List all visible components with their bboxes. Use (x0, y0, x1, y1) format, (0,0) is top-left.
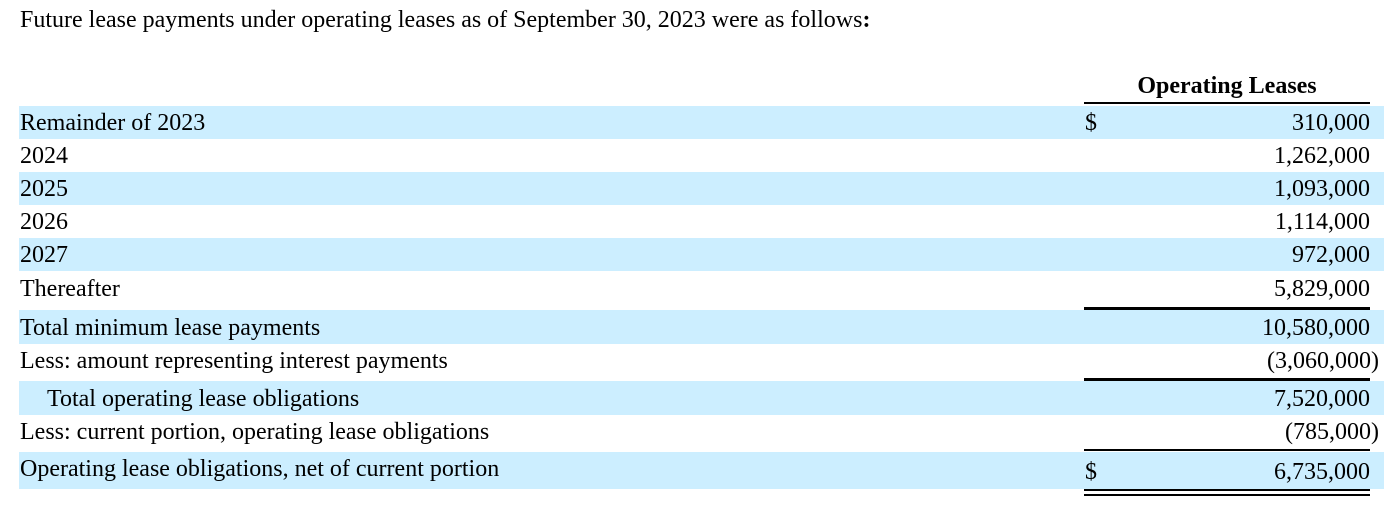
row-label: Total minimum lease payments (20, 315, 321, 341)
subtotal-rule (1084, 307, 1370, 310)
row-label: 2025 (20, 176, 68, 202)
row-amount: 1,114,000 (1274, 209, 1370, 235)
row-amount: 310,000 (1292, 110, 1370, 136)
table-row: Thereafter 5,829,000 (19, 271, 1384, 305)
table-row: 2026 1,114,000 (19, 205, 1384, 238)
table-row: Total operating lease obligations 7,520,… (19, 381, 1384, 415)
row-amount: 6,735,000 (1274, 459, 1370, 485)
table-row: Operating lease obligations, net of curr… (19, 452, 1384, 489)
row-amount: 7,520,000 (1274, 386, 1370, 412)
row-label: Thereafter (20, 276, 120, 302)
currency-symbol: $ (1085, 459, 1097, 485)
table-row: 2027 972,000 (19, 238, 1384, 271)
table-row: 2024 1,262,000 (19, 139, 1384, 172)
column-header-operating-leases: Operating Leases (1137, 73, 1317, 99)
row-label: 2024 (20, 143, 68, 169)
currency-symbol: $ (1085, 110, 1097, 136)
row-label: Operating lease obligations, net of curr… (20, 456, 500, 482)
column-header-underline (1084, 102, 1370, 104)
row-amount: 1,262,000 (1274, 143, 1370, 169)
row-label: Remainder of 2023 (20, 110, 206, 136)
row-amount: 5,829,000 (1274, 276, 1370, 302)
table-row: Remainder of 2023 $ 310,000 (19, 106, 1384, 139)
row-amount: (785,000) (1285, 419, 1379, 445)
row-label: 2027 (20, 242, 68, 268)
row-label: 2026 (20, 209, 68, 235)
table-row: Total minimum lease payments 10,580,000 (19, 310, 1384, 344)
row-amount: 10,580,000 (1262, 315, 1370, 341)
subtotal-rule (1084, 378, 1370, 381)
table-row: 2025 1,093,000 (19, 172, 1384, 205)
total-rule (1084, 449, 1370, 451)
double-underline-bottom (1084, 494, 1370, 496)
double-underline-top (1084, 489, 1370, 491)
row-label: Less: amount representing interest payme… (20, 348, 448, 374)
intro-sentence: Future lease payments under operating le… (20, 7, 863, 33)
row-amount: 972,000 (1292, 242, 1370, 268)
intro-text: Future lease payments under operating le… (20, 4, 870, 36)
row-amount: (3,060,000) (1267, 348, 1379, 374)
table-row: Less: amount representing interest payme… (19, 344, 1384, 377)
row-amount: 1,093,000 (1274, 176, 1370, 202)
row-label: Less: current portion, operating lease o… (20, 419, 490, 445)
row-label: Total operating lease obligations (47, 386, 360, 412)
table-row: Less: current portion, operating lease o… (19, 415, 1384, 448)
intro-colon: : (862, 7, 871, 33)
